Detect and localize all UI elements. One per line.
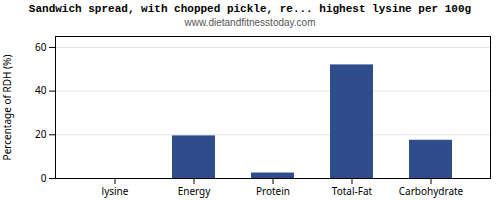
svg-text:Carbohydrate: Carbohydrate <box>399 184 464 198</box>
svg-text:20: 20 <box>35 127 47 141</box>
svg-text:60: 60 <box>35 40 47 54</box>
svg-text:lysine: lysine <box>102 184 129 198</box>
svg-text:40: 40 <box>35 83 47 97</box>
svg-text:Protein: Protein <box>256 184 290 198</box>
svg-text:Percentage of RDH (%): Percentage of RDH (%) <box>0 55 14 161</box>
html-text:Sandwich spread, with chopped: Sandwich spread, with chopped pickle, re… <box>28 3 472 15</box>
svg-text:Total-Fat: Total-Fat <box>332 184 373 198</box>
svg-text:0: 0 <box>41 171 47 185</box>
html-text:www.dietandfitnesstoday.com: www.dietandfitnesstoday.com <box>184 17 316 28</box>
svg-text:Energy: Energy <box>178 184 212 198</box>
